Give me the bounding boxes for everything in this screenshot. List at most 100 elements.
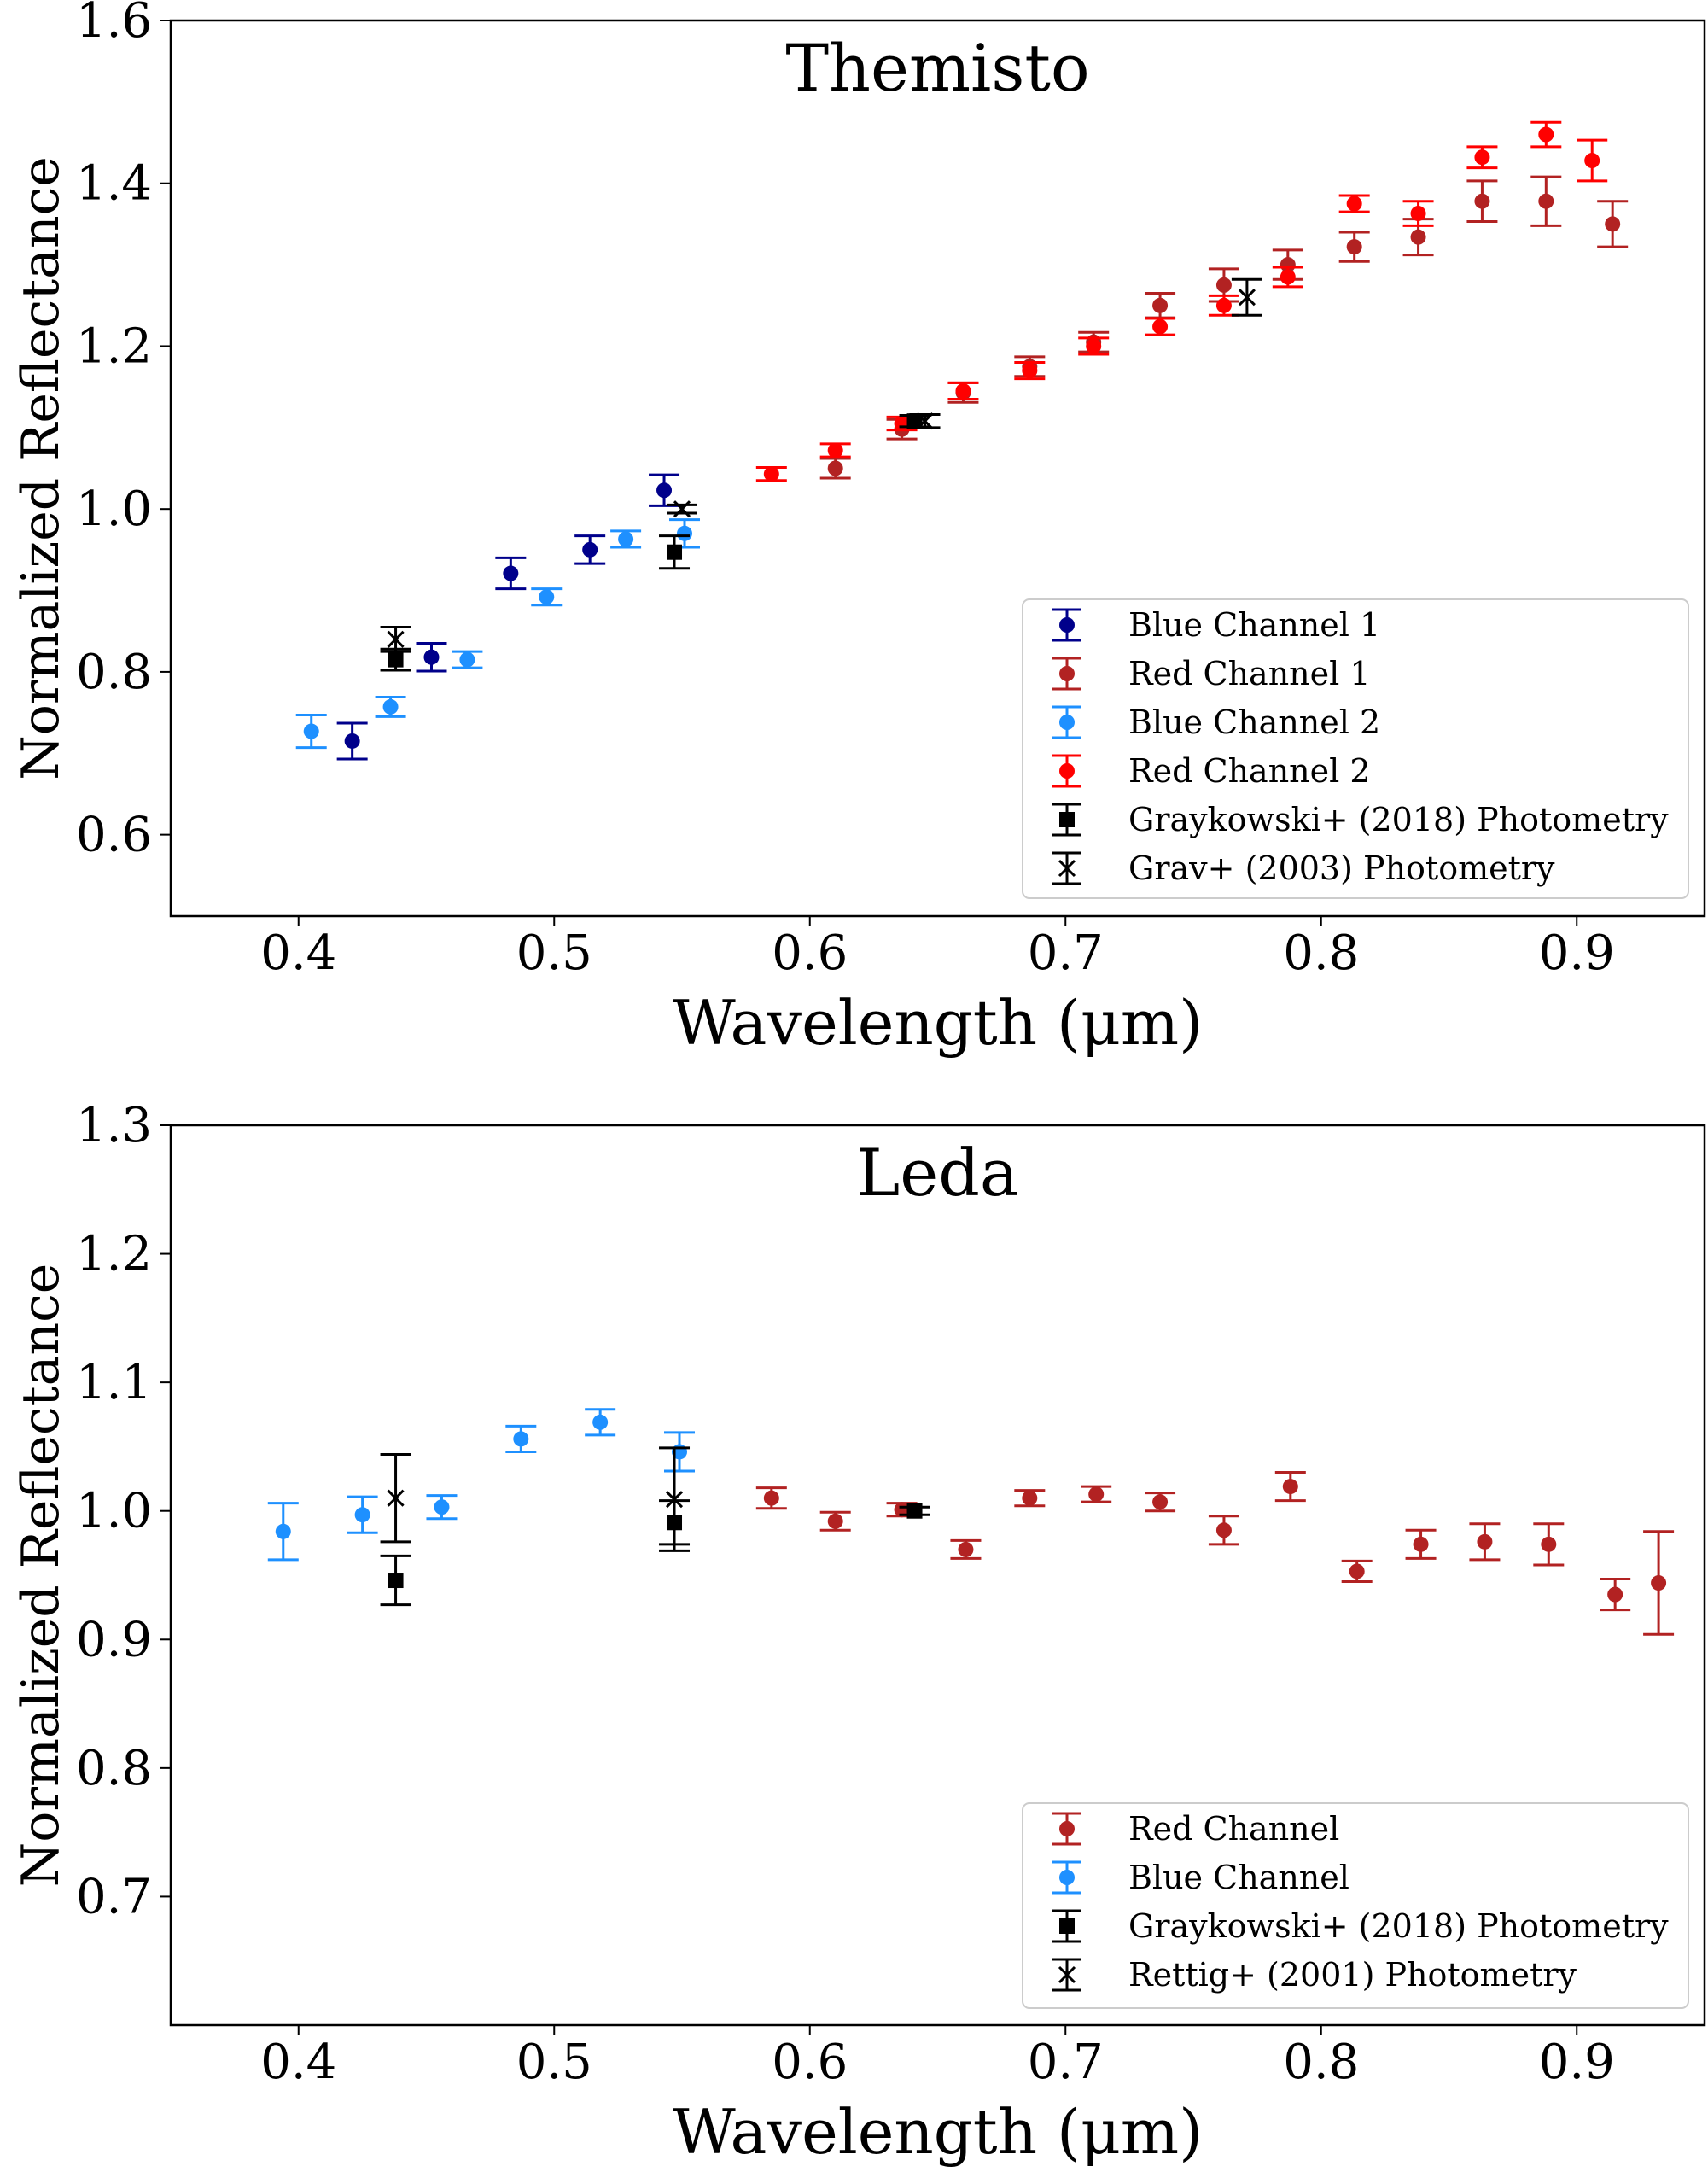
marker-circle (423, 649, 440, 665)
legend-entry: Blue Channel (1052, 1859, 1349, 1896)
y-tick-label: 0.9 (76, 1612, 152, 1667)
marker-circle (656, 482, 673, 499)
y-tick-label: 0.8 (76, 645, 152, 700)
legend-label: Graykowski+ (2018) Photometry (1128, 1907, 1669, 1945)
y-axis-label: Normalized Reflectance (11, 156, 71, 779)
data-series (380, 1499, 930, 1607)
marker-circle (618, 531, 634, 547)
marker-circle (1605, 216, 1621, 232)
legend-label: Red Channel 2 (1128, 752, 1371, 790)
marker-circle (275, 1523, 291, 1539)
marker-circle (1477, 1533, 1493, 1550)
marker-circle (1086, 338, 1102, 354)
marker-circle (1152, 1494, 1169, 1510)
marker-x (673, 500, 691, 518)
chart-panel: 0.4 0.5 0.6 0.7 0.8 0.9 0.6 0.8 1.0 1.2 1.4 1.6 Wave… (11, 0, 1706, 1059)
data-point (1231, 277, 1262, 317)
marker-square (667, 544, 683, 560)
marker-circle (592, 1414, 609, 1430)
data-point (1533, 1522, 1565, 1567)
data-series (380, 277, 1262, 653)
data-point (899, 1503, 930, 1519)
marker-circle (1059, 763, 1075, 779)
y-tick-label: 0.8 (76, 1741, 152, 1796)
data-series (267, 1408, 696, 1562)
data-point (1145, 291, 1176, 319)
data-point (664, 1431, 696, 1473)
legend-box (1022, 598, 1689, 899)
marker-circle (1022, 1490, 1038, 1506)
marker-circle (1152, 318, 1169, 335)
data-point (947, 381, 979, 400)
data-point (649, 473, 680, 507)
data-point (819, 1510, 851, 1532)
x-axis-label: Wavelength (μm) (673, 2096, 1204, 2168)
data-point (1208, 294, 1239, 317)
y-tick-label: 1.3 (76, 1098, 152, 1153)
marker-square (388, 1573, 404, 1589)
data-point (1145, 1492, 1176, 1513)
legend-box (1022, 1802, 1689, 2009)
data-point (1530, 120, 1562, 149)
marker-circle (503, 565, 519, 581)
legend-entry: Rettig+ (2001) Photometry (1052, 1956, 1577, 1994)
marker-circle (459, 651, 475, 668)
x-tick-label: 0.8 (1283, 2035, 1359, 2090)
plot-frame (169, 19, 1706, 918)
y-tick-label: 1.2 (76, 1227, 152, 1282)
marker-circle (1059, 1821, 1075, 1836)
chart-panel: 0.4 0.5 0.6 0.7 0.8 0.9 0.7 0.8 0.9 1.0 1.1 1.2 1.3 W… (11, 1098, 1706, 2168)
data-point (1338, 194, 1370, 213)
chart-title: Leda (857, 1135, 1018, 1211)
marker-circle (763, 1490, 779, 1506)
data-point (1145, 317, 1176, 336)
marker-circle (1215, 297, 1232, 313)
marker-circle (1413, 1536, 1429, 1552)
legend-label: Rettig+ (2001) Photometry (1128, 1956, 1577, 1994)
data-point (1341, 1559, 1373, 1584)
legend-entry: Graykowski+ (2018) Photometry (1052, 1907, 1669, 1945)
marker-circle (763, 466, 779, 482)
data-point (426, 1494, 458, 1521)
y-axis-label: Normalized Reflectance (11, 1264, 71, 1887)
marker-circle (1410, 229, 1426, 245)
data-point (1597, 200, 1629, 248)
data-point (950, 1538, 982, 1560)
data-series (755, 120, 1608, 482)
data-point (267, 1502, 299, 1562)
marker-circle (1474, 193, 1490, 209)
marker-circle (539, 589, 555, 605)
marker-x (1058, 1965, 1076, 1984)
legend-label: Blue Channel (1128, 1859, 1349, 1896)
marker-circle (1152, 297, 1169, 313)
data-point (1402, 200, 1434, 227)
marker-circle (1651, 1575, 1667, 1591)
legend-label: Blue Channel 2 (1128, 704, 1380, 741)
data-series (819, 175, 1629, 480)
chart-title: Themisto (785, 30, 1089, 106)
legend-label: Grav+ (2003) Photometry (1128, 850, 1555, 887)
marker-square (388, 651, 404, 668)
marker-circle (958, 1541, 974, 1557)
legend-entry: Graykowski+ (2018) Photometry (1052, 801, 1669, 838)
y-tick-label: 1.0 (76, 1484, 152, 1539)
marker-circle (1538, 193, 1554, 209)
marker-circle (1410, 206, 1426, 222)
marker-x (387, 1489, 405, 1507)
data-point (380, 1452, 411, 1544)
data-point (495, 556, 527, 591)
data-point (531, 587, 563, 607)
marker-circle (1280, 269, 1296, 285)
marker-circle (582, 541, 598, 558)
marker-circle (1215, 277, 1232, 293)
data-point (1081, 1485, 1112, 1503)
data-point (1078, 336, 1110, 356)
data-series (295, 518, 700, 750)
y-tick-label: 1.2 (76, 318, 152, 374)
marker-circle (354, 1507, 370, 1523)
marker-circle (1474, 149, 1490, 166)
data-point (505, 1424, 537, 1453)
legend-entry: Red Channel (1052, 1810, 1339, 1848)
x-tick-label: 0.5 (516, 925, 592, 981)
y-tick-label: 1.0 (76, 482, 152, 537)
